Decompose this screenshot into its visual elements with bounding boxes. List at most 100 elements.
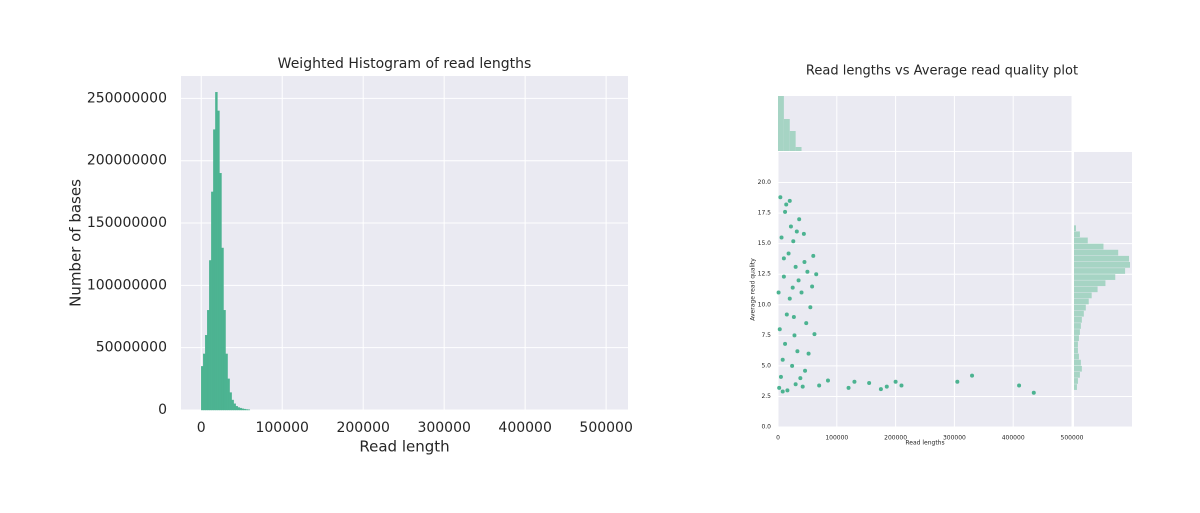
- y-tick-label: 15.0: [758, 240, 772, 247]
- marginal-bar: [783, 119, 790, 151]
- histogram-bar: [215, 92, 218, 411]
- marginal-bar: [1074, 323, 1081, 329]
- scatter-point: [800, 384, 805, 389]
- y-axis-label: Average read quality: [750, 258, 757, 321]
- histogram-bar: [221, 247, 224, 411]
- histogram-bar: [211, 191, 214, 411]
- scatter-point: [787, 296, 792, 301]
- x-tick-label: 300000: [417, 420, 470, 436]
- scatter-point: [792, 333, 797, 338]
- y-tick-label: 10.0: [758, 301, 772, 308]
- scatter-point: [791, 315, 796, 319]
- marginal-bar: [1074, 280, 1106, 287]
- histogram-bar: [235, 406, 238, 411]
- marginal-bar: [1074, 359, 1081, 366]
- y-tick-label: 50000000: [96, 340, 167, 356]
- histogram-bar: [229, 392, 232, 411]
- marginal-bar: [1074, 341, 1078, 348]
- x-tick-label: 400000: [1002, 435, 1025, 442]
- scatter-point: [777, 385, 782, 390]
- scatter-point: [804, 321, 809, 326]
- scatter-point: [787, 198, 792, 203]
- scatter-point: [805, 269, 810, 274]
- marginal-bar: [1074, 347, 1078, 354]
- scatter-point: [790, 363, 795, 368]
- x-tick-label: 0: [776, 435, 780, 442]
- marginal-bar: [1074, 243, 1104, 250]
- scatter-point: [784, 202, 789, 207]
- x-tick-label: 500000: [1061, 435, 1084, 442]
- scatter-point: [786, 251, 791, 256]
- marginal-bar: [1074, 353, 1079, 360]
- histogram-bar: [223, 310, 226, 411]
- y-tick-label: 100000000: [87, 277, 167, 293]
- histogram-bar: [233, 403, 236, 411]
- y-tick-label: 150000000: [87, 215, 167, 231]
- x-tick-label: 100000: [825, 435, 848, 442]
- scatter-point: [1031, 390, 1036, 395]
- scatter-point: [776, 290, 781, 295]
- scatter-point: [780, 357, 785, 362]
- scatter-point: [806, 351, 811, 356]
- x-tick-label: 100000: [255, 420, 308, 436]
- scatter-point: [780, 389, 785, 394]
- chart-title: Weighted Histogram of read lengths: [278, 56, 532, 72]
- marginal-bar: [1074, 335, 1079, 342]
- scatter-point: [867, 381, 872, 385]
- scatter-point: [808, 305, 813, 310]
- y-tick-label: 0.0: [761, 424, 771, 431]
- marginal-bar: [789, 131, 796, 151]
- histogram-bar: [207, 310, 210, 411]
- marginal-bar: [795, 147, 802, 151]
- x-tick-label: 200000: [884, 435, 907, 442]
- marginal-bar: [1074, 274, 1116, 280]
- scatter-point: [846, 385, 851, 390]
- scatter-point: [790, 285, 795, 290]
- scatter-point: [893, 379, 898, 384]
- x-tick-label: 200000: [336, 420, 389, 436]
- scatter-point: [1017, 383, 1022, 388]
- scatter-point: [970, 373, 975, 378]
- scatter-point: [810, 284, 815, 289]
- marginal-bar: [1074, 225, 1076, 232]
- scatter-point: [777, 327, 782, 332]
- scatter-point: [814, 272, 819, 277]
- marginal-bar: [1074, 378, 1078, 384]
- plot-background: [181, 76, 628, 410]
- x-tick-label: 0: [197, 420, 206, 436]
- scatter-point: [781, 256, 786, 261]
- y-tick-label: 7.5: [761, 332, 771, 339]
- scatter-point: [798, 376, 803, 381]
- scatter-point: [783, 209, 788, 214]
- histogram-bar: [231, 399, 234, 411]
- y-axis-label: Number of bases: [67, 179, 85, 307]
- marginal-bar: [1074, 231, 1080, 238]
- x-tick-label: 500000: [579, 420, 632, 436]
- y-tick-label: 17.5: [758, 210, 772, 217]
- marginal-bar: [1074, 286, 1098, 293]
- marginal-bar: [1074, 249, 1119, 256]
- marginal-background: [778, 96, 1072, 151]
- histogram-bar: [209, 260, 212, 411]
- scatter-point: [796, 278, 801, 283]
- scatter-point: [811, 253, 816, 258]
- scatter-point: [784, 312, 789, 317]
- marginal-bar: [1074, 384, 1077, 390]
- marginal-bar: [778, 96, 784, 151]
- histogram-bar: [205, 335, 208, 411]
- marginal-bar: [1074, 298, 1089, 305]
- x-axis-label: Read length: [359, 438, 449, 456]
- scatter-point: [852, 379, 857, 384]
- y-tick-label: 2.5: [761, 393, 771, 400]
- y-tick-label: 250000000: [87, 90, 167, 106]
- histogram-bar: [201, 366, 204, 411]
- x-tick-label: 300000: [943, 435, 966, 442]
- scatter-point: [793, 264, 798, 269]
- marginal-bar: [1074, 268, 1126, 274]
- plot-background: [778, 152, 1072, 427]
- scatter-point: [785, 388, 790, 393]
- scatter-point: [799, 290, 804, 295]
- histogram-bar: [239, 407, 242, 411]
- marginal-bar: [1074, 310, 1084, 317]
